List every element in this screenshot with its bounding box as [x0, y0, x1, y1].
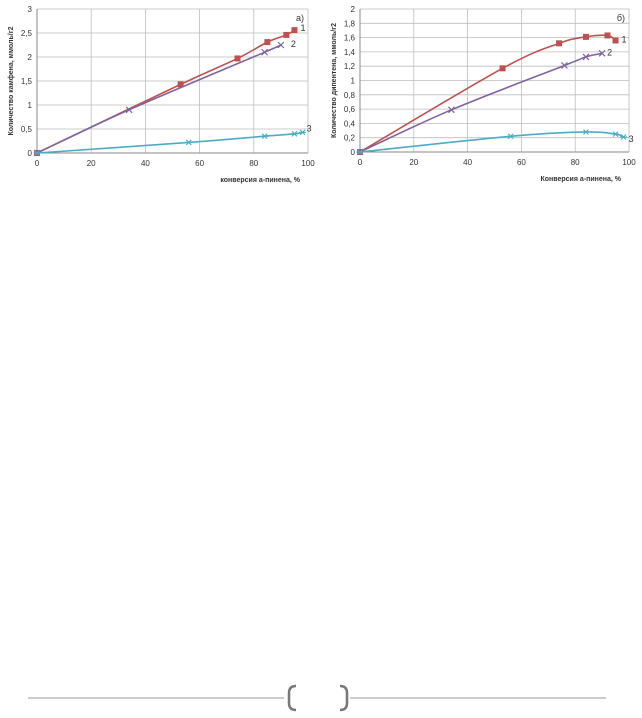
- series-2-line: [359, 52, 603, 153]
- y-axis-title: Количество дипентена, ммоль/г2: [331, 23, 338, 138]
- y-tick-label: 0,2: [344, 134, 356, 143]
- series-2-point: [261, 48, 269, 56]
- series-1-point: [283, 31, 290, 38]
- x-tick-label: 60: [195, 159, 204, 168]
- series-1-point: [612, 37, 619, 44]
- y-tick-label: 1,4: [344, 48, 356, 57]
- series-2-point: [125, 106, 133, 114]
- series-1-point: [177, 81, 184, 88]
- y-tick-label: 1,6: [344, 34, 356, 43]
- y-tick-label: 2: [351, 5, 356, 14]
- y-tick-label: 0,4: [344, 119, 356, 128]
- series-2-point: [448, 106, 455, 114]
- point-stroke: [561, 62, 568, 69]
- series-1-point: [291, 27, 298, 34]
- series-1-point: [582, 33, 589, 40]
- x-tick-label: 100: [301, 159, 315, 168]
- series-3-label: 3: [307, 123, 312, 133]
- x-tick-label: 40: [141, 159, 150, 168]
- series-3-point: [261, 133, 269, 140]
- y-tick-label: 0,6: [344, 105, 356, 114]
- chart-b: 00,20,40,60,811,21,41,61,820 20 40 60 80 100К…: [331, 5, 636, 183]
- panel-label: а): [296, 13, 304, 23]
- series-3-line: [36, 131, 303, 154]
- point-stroke: [185, 139, 192, 146]
- footer-bracket-left: [287, 684, 297, 712]
- y-tick-label: 0: [28, 149, 33, 158]
- y-tick-label: 3: [28, 5, 33, 14]
- series-2-point: [561, 62, 568, 69]
- panel-label: б): [617, 13, 625, 23]
- point-stroke: [261, 133, 268, 140]
- y-tick-label: 1: [351, 77, 356, 86]
- x-tick-label: 20: [409, 158, 418, 167]
- x-tick-label: 0: [358, 158, 363, 167]
- point-stroke: [299, 129, 306, 136]
- series-3-point: [612, 131, 620, 138]
- y-tick-label: 2: [28, 53, 33, 62]
- series-3-label: 3: [629, 134, 634, 144]
- point-stroke: [277, 41, 285, 49]
- y-tick-label: 1: [28, 101, 33, 110]
- series-3-point: [620, 134, 628, 140]
- series-3-point: [290, 130, 298, 137]
- series-3-point: [185, 139, 193, 146]
- point-stroke: [357, 149, 363, 155]
- y-tick-label: 0,5: [21, 125, 33, 134]
- x-tick-label: 80: [249, 159, 258, 168]
- y-tick-label: 0: [351, 148, 356, 157]
- x-tick-label: 80: [571, 158, 580, 167]
- series-1-label: 1: [300, 23, 305, 33]
- series-3-point: [582, 129, 590, 135]
- x-axis-title: Конверсия а-пинена, %: [541, 176, 622, 183]
- point-stroke: [291, 130, 298, 137]
- point-stroke: [620, 134, 627, 140]
- series-3-point: [299, 129, 307, 136]
- y-tick-label: 0,8: [344, 91, 356, 100]
- series-3-point: [507, 133, 515, 140]
- point-stroke: [448, 106, 455, 114]
- series-1-point: [234, 55, 241, 62]
- y-tick-label: 1,5: [21, 77, 33, 86]
- series-2-label: 2: [607, 47, 612, 57]
- x-tick-label: 60: [517, 158, 526, 167]
- series-1-point: [499, 65, 506, 72]
- series-1-point: [604, 32, 611, 39]
- series-2-line: [36, 44, 283, 154]
- point-stroke: [598, 49, 606, 57]
- footer-bracket-right: [339, 684, 349, 712]
- x-tick-label: 40: [463, 158, 472, 167]
- point-stroke: [612, 131, 619, 138]
- series-2-point: [582, 53, 590, 61]
- x-tick-label: 20: [87, 159, 96, 168]
- point-stroke: [125, 106, 133, 114]
- x-tick-label: 0: [35, 159, 40, 168]
- series-2-point: [598, 49, 606, 57]
- series-1-point: [264, 39, 271, 46]
- series-1-label: 1: [622, 34, 627, 44]
- x-tick-label: 100: [622, 158, 636, 167]
- point-stroke: [34, 150, 40, 156]
- series-1-point: [556, 40, 563, 47]
- point-stroke: [583, 129, 589, 135]
- y-tick-label: 1,2: [344, 62, 356, 71]
- y-tick-label: 2,5: [21, 29, 33, 38]
- series-2-point: [277, 41, 285, 49]
- series-2-label: 2: [291, 39, 296, 49]
- x-axis-title: конверсия а-пинена, %: [220, 177, 300, 184]
- y-tick-label: 1,8: [344, 19, 356, 28]
- series-3-point: [356, 149, 364, 155]
- series-3-line: [359, 131, 624, 153]
- series-3-point: [33, 150, 41, 156]
- y-axis-title: Количество камфена, ммоль/г2: [8, 26, 15, 135]
- point-stroke: [261, 48, 269, 56]
- point-stroke: [507, 133, 514, 140]
- point-stroke: [582, 53, 590, 61]
- chart-a: 0 0,5 1 1,5 2 2,5 3 0 20 40 60 80 100 конверсия а-пин…: [8, 5, 315, 184]
